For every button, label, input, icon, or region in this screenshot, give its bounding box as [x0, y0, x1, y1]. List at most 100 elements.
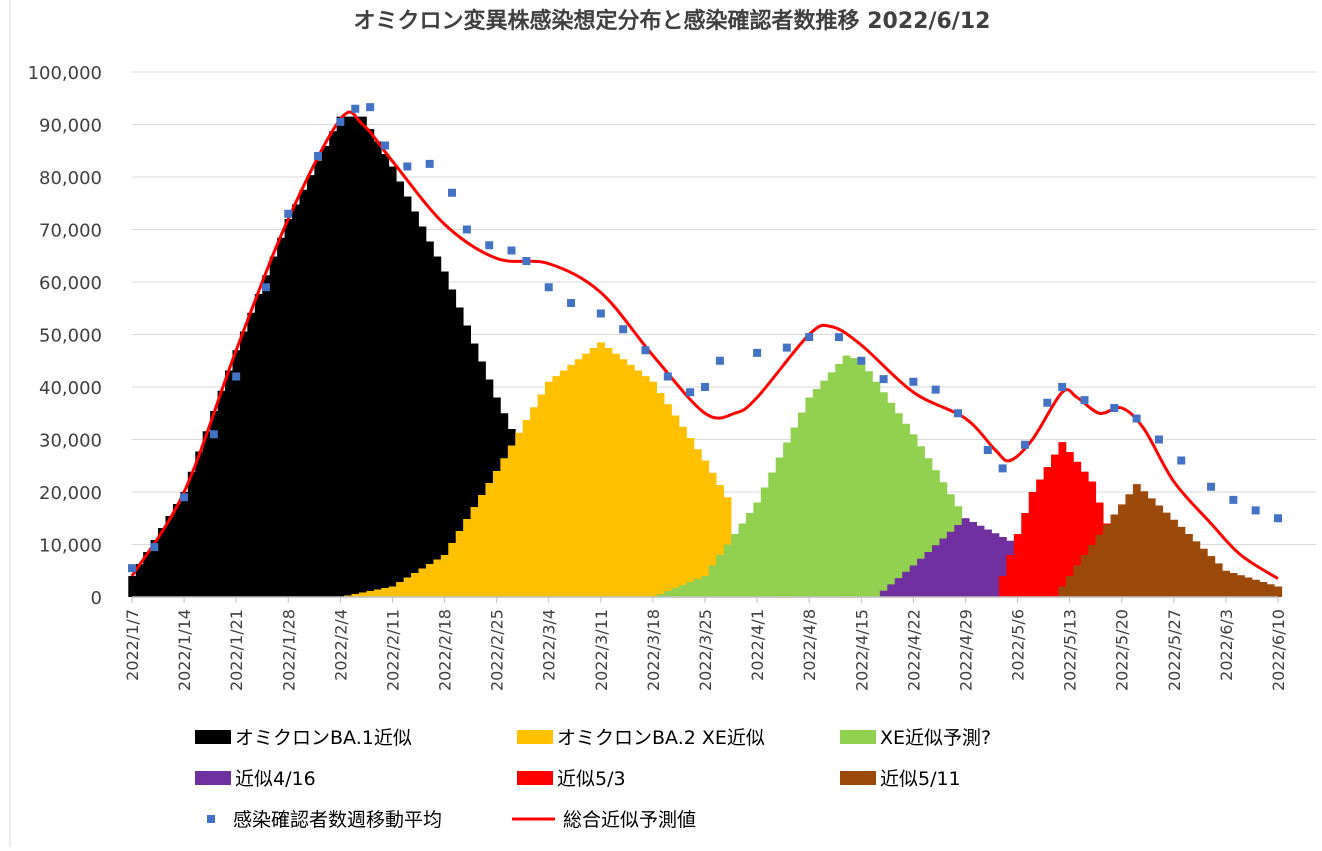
bar — [470, 507, 479, 597]
bar — [135, 564, 144, 597]
bar — [492, 471, 501, 597]
bar — [381, 588, 390, 597]
bar — [1073, 461, 1082, 597]
bar — [731, 534, 739, 597]
bar-series — [128, 116, 1283, 598]
legend-label: 総合近似予測値 — [563, 809, 696, 831]
bar — [150, 540, 159, 597]
bar — [693, 579, 702, 597]
bar — [1051, 454, 1059, 597]
bar — [678, 585, 687, 597]
scatter-point — [1020, 440, 1029, 449]
scatter-point — [485, 241, 494, 250]
scatter-point — [351, 104, 360, 113]
bar — [284, 219, 293, 597]
bar — [842, 355, 851, 597]
bar — [537, 394, 546, 597]
x-tick-label: 2022/3/4 — [540, 609, 559, 681]
bar — [894, 578, 903, 597]
bar — [455, 531, 464, 597]
bar — [701, 576, 710, 597]
scatter-point — [425, 159, 434, 168]
scatter-point — [507, 246, 516, 255]
bar — [1177, 526, 1186, 598]
x-tick-label: 2022/3/11 — [592, 609, 611, 691]
bar — [306, 175, 315, 598]
series-3-bars — [656, 355, 992, 598]
bar — [924, 552, 933, 597]
bar — [805, 397, 814, 597]
bar — [738, 523, 747, 597]
bar — [559, 370, 568, 597]
bar — [887, 402, 896, 597]
bar — [991, 533, 1000, 597]
bar — [418, 568, 427, 597]
bar — [522, 420, 531, 597]
scatter-point — [619, 325, 628, 334]
bar — [351, 116, 360, 598]
y-tick-label: 70,000 — [39, 221, 102, 242]
bar — [269, 256, 278, 597]
bar — [1013, 534, 1022, 597]
legend-swatch — [840, 771, 876, 785]
bar — [1192, 541, 1201, 597]
bar — [582, 353, 591, 598]
bar — [329, 131, 338, 597]
bar — [448, 543, 457, 597]
legend-label: オミクロンBA.1近似 — [235, 727, 412, 749]
bar — [1214, 563, 1223, 597]
bar — [1155, 505, 1164, 597]
scatter-point — [1274, 514, 1282, 523]
x-tick-label: 2022/5/27 — [1165, 609, 1184, 691]
legend-entry-7: 感染確認者数週移動平均 — [207, 809, 442, 831]
bar — [998, 537, 1007, 597]
x-tick-label: 2022/4/1 — [748, 609, 767, 681]
bar — [396, 181, 405, 597]
bar — [984, 529, 992, 597]
bar — [1088, 544, 1097, 598]
bar — [1237, 575, 1245, 597]
bar — [1080, 471, 1089, 597]
scatter-point — [261, 283, 270, 292]
legend-swatch — [195, 730, 231, 744]
scatter-point — [686, 388, 695, 397]
scatter-point — [1251, 506, 1260, 515]
x-tick-label: 2022/1/21 — [227, 609, 246, 691]
bar — [344, 116, 352, 598]
x-tick-label: 2022/1/14 — [175, 609, 194, 691]
legend-label: 近似4/16 — [235, 768, 316, 790]
bar — [701, 460, 710, 597]
bar — [894, 413, 903, 597]
x-tick-label: 2022/2/4 — [331, 609, 350, 681]
scatter-point — [782, 343, 791, 352]
scatter-point — [232, 372, 241, 381]
bar — [1170, 519, 1178, 597]
bar — [195, 451, 204, 597]
scatter-point — [180, 493, 189, 502]
bar — [1222, 570, 1231, 597]
bar — [760, 487, 769, 597]
series-6-bars — [1058, 484, 1283, 598]
bar — [954, 525, 963, 597]
x-tick-label: 2022/5/6 — [1009, 609, 1028, 681]
bar — [611, 353, 620, 598]
x-tick-label: 2022/5/13 — [1061, 609, 1080, 691]
bar — [455, 307, 464, 597]
scatter-series — [128, 103, 1282, 573]
scatter-point — [150, 543, 159, 552]
bar — [850, 358, 858, 598]
bar — [1251, 579, 1260, 597]
bar — [545, 381, 553, 597]
scatter-point — [931, 385, 940, 394]
bar — [1065, 451, 1074, 597]
x-tick-label: 2022/4/8 — [800, 609, 819, 681]
bar — [671, 588, 680, 597]
bar — [1274, 586, 1283, 597]
bar — [358, 592, 367, 597]
x-tick-label: 2022/6/3 — [1217, 609, 1236, 681]
scatter-point — [1132, 414, 1141, 423]
bar — [388, 166, 397, 597]
scatter-point — [663, 372, 672, 381]
scatter-point — [715, 356, 724, 365]
legend-label: 近似5/11 — [880, 768, 961, 790]
